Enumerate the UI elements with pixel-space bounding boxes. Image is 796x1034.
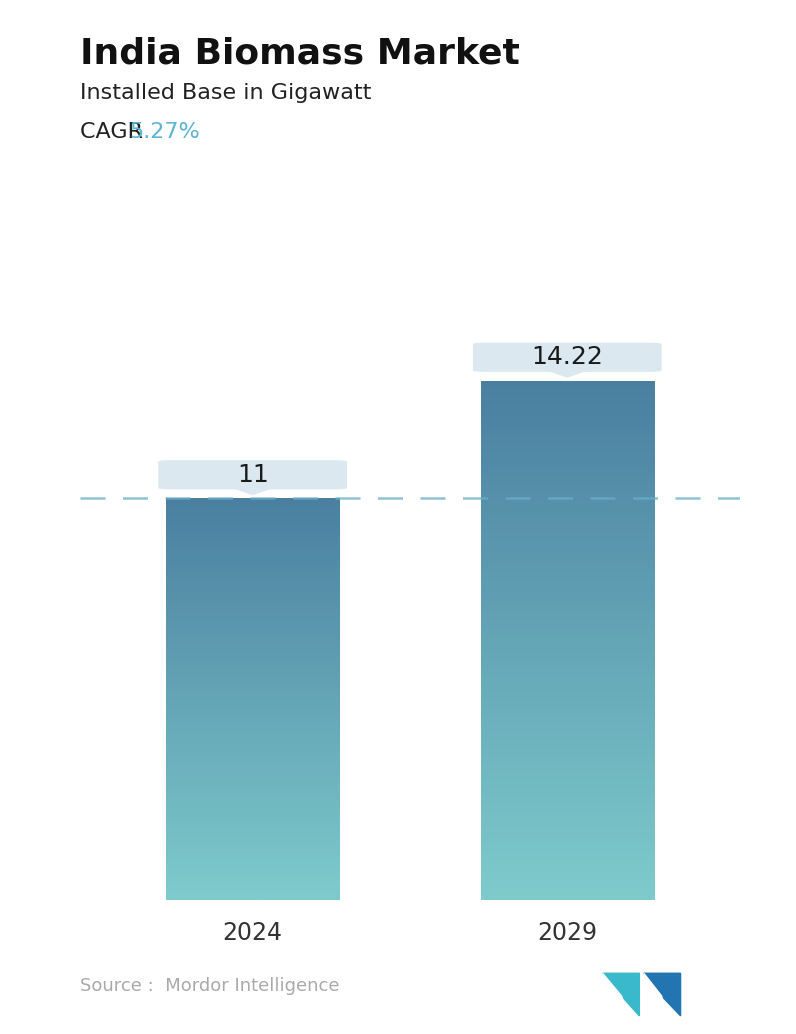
- Polygon shape: [234, 488, 271, 494]
- Polygon shape: [644, 973, 666, 1015]
- Text: 11: 11: [236, 463, 268, 487]
- Text: Installed Base in Gigawatt: Installed Base in Gigawatt: [80, 83, 371, 102]
- FancyBboxPatch shape: [158, 460, 347, 489]
- Text: CAGR: CAGR: [80, 122, 150, 142]
- Polygon shape: [644, 973, 681, 1015]
- Polygon shape: [548, 370, 586, 377]
- Text: Source :  Mordor Intelligence: Source : Mordor Intelligence: [80, 977, 339, 995]
- Text: India Biomass Market: India Biomass Market: [80, 36, 520, 70]
- Text: 14.22: 14.22: [531, 345, 603, 369]
- Polygon shape: [603, 973, 639, 1015]
- Text: 5.27%: 5.27%: [129, 122, 200, 142]
- Polygon shape: [603, 973, 628, 1015]
- FancyBboxPatch shape: [473, 342, 661, 372]
